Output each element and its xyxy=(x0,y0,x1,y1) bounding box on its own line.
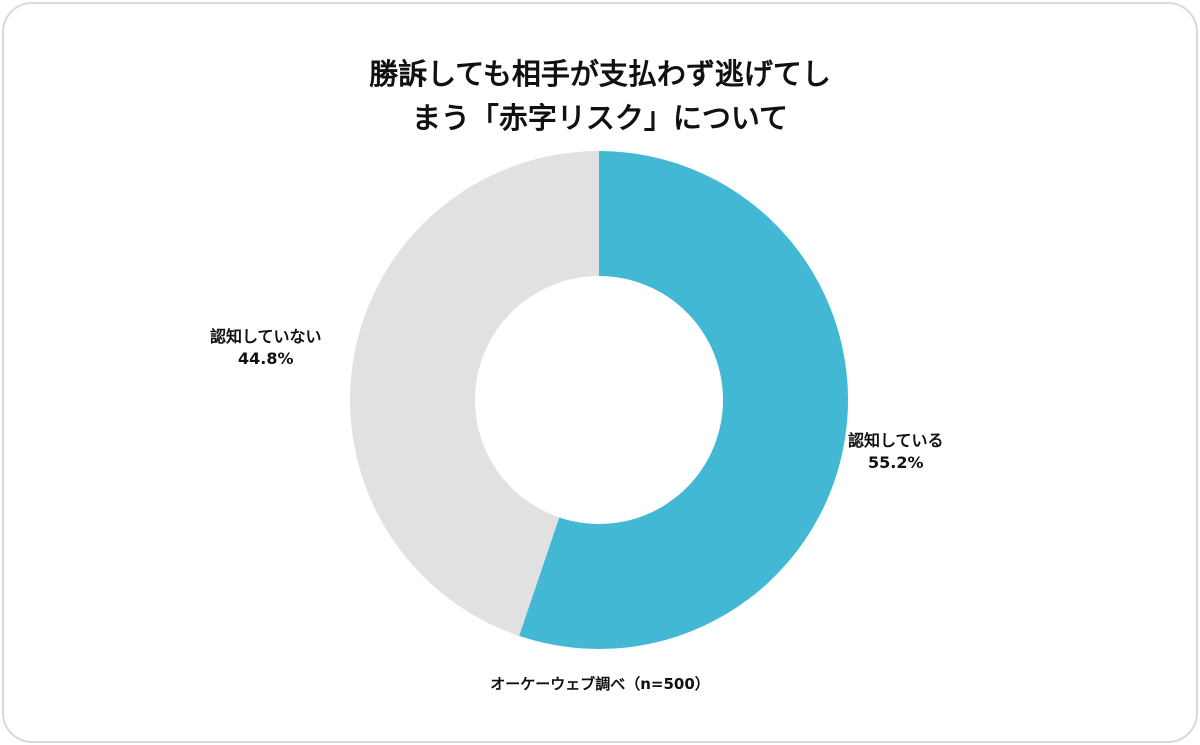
slice-label-aware-name: 認知している xyxy=(848,431,944,450)
slice-label-unaware-name: 認知していない xyxy=(210,327,322,346)
slice-label-aware-value: 55.2% xyxy=(868,453,924,472)
source-note: オーケーウェブ調べ（n=500） xyxy=(490,675,710,693)
chart-title-line-1: 勝訴しても相手が支払わず逃げてし xyxy=(369,57,831,91)
slice-label-aware: 認知している 55.2% xyxy=(848,430,944,474)
donut-slice-0 xyxy=(519,150,849,649)
chart-title: 勝訴しても相手が支払わず逃げてし まう「赤字リスク」について xyxy=(0,52,1200,140)
chart-title-line-2: まう「赤字リスク」について xyxy=(411,101,789,135)
slice-label-unaware: 認知していない 44.8% xyxy=(210,326,322,370)
slice-label-unaware-value: 44.8% xyxy=(238,349,294,368)
donut-slice-1 xyxy=(350,151,599,636)
